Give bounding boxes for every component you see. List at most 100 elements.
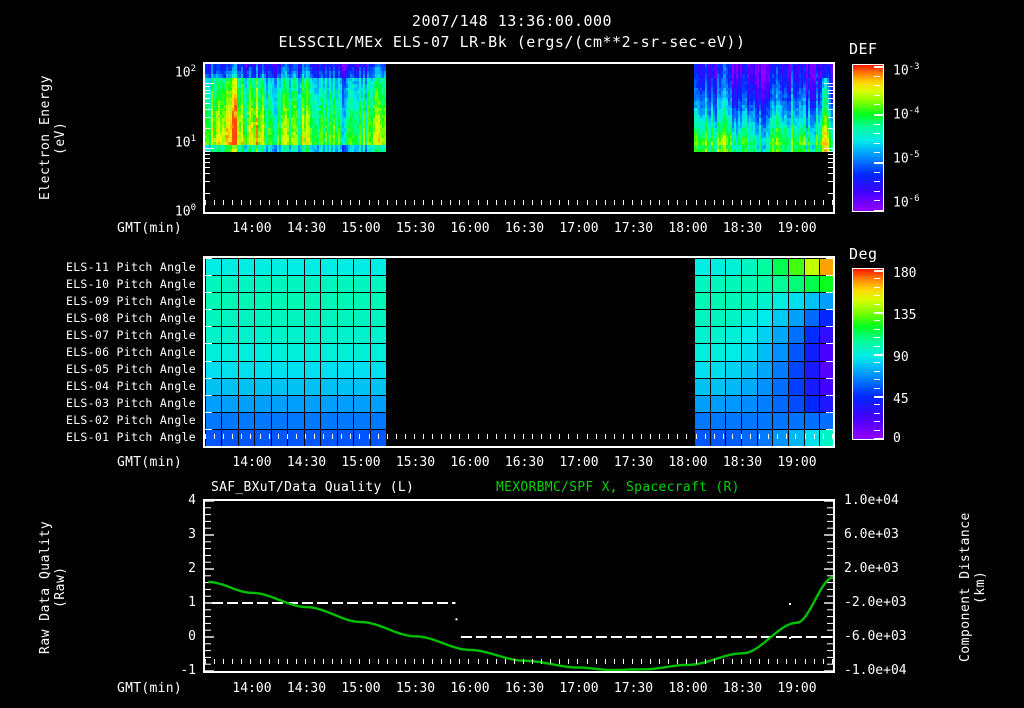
deg-label-135: 135	[893, 308, 917, 323]
pitch-angle-row-4: ELS-04 Pitch Angle	[65, 379, 196, 394]
pitch-angle-cell	[819, 292, 833, 311]
pitch-angle-cell	[756, 292, 774, 311]
pitch-angle-cell	[320, 411, 338, 430]
def-colorbar[interactable]	[852, 64, 884, 212]
pitch-angle-cell	[772, 292, 789, 311]
pitch-angle-cell	[353, 275, 371, 294]
pitch-angle-cell	[287, 360, 305, 379]
pitch-angle-cell	[772, 343, 789, 362]
pitch-angle-cell	[270, 275, 289, 294]
pitch-angle-cell	[772, 275, 789, 294]
x-tick-1730: 17:30	[613, 221, 654, 236]
pitch-angle-cell	[353, 326, 371, 345]
pitch-angle-cell	[772, 309, 789, 328]
panel3-right-tick-3: -2.0e+03	[844, 595, 907, 610]
electron-energy-spectrogram[interactable]	[203, 62, 835, 214]
pitch-angle-cell	[369, 411, 387, 430]
pitch-angle-cell	[254, 292, 272, 311]
pitch-angle-cell	[369, 394, 387, 413]
pitch-angle-cell	[336, 394, 355, 413]
pitch-angle-row-6: ELS-06 Pitch Angle	[65, 345, 196, 359]
pitch-angle-cell	[237, 258, 256, 277]
x-tick-1830: 18:30	[722, 681, 763, 696]
x-tick-1430: 14:30	[286, 221, 327, 236]
pitch-angle-cell	[303, 326, 322, 345]
panel1-ytick-10: 101	[174, 134, 196, 151]
pitch-angle-cell	[803, 428, 821, 446]
spacecraft-distance-trace	[205, 501, 833, 671]
panel3-left-tick-3: 3	[188, 527, 196, 542]
pitch-angle-cell	[303, 360, 322, 379]
pitch-angle-cell	[741, 326, 758, 345]
pitch-angle-cell	[287, 326, 305, 345]
pitch-angle-cell	[369, 258, 387, 277]
pitch-angle-cell	[803, 275, 821, 294]
pitch-angle-cell	[788, 326, 805, 345]
panel3-left-tick-0: 0	[188, 629, 196, 644]
x-tick-1730: 17:30	[613, 455, 654, 470]
x-tick-1600: 16:00	[450, 455, 490, 470]
x-tick-1430: 14:30	[286, 681, 327, 696]
pitch-angle-cell	[336, 275, 355, 294]
pitch-angle-cell	[237, 411, 256, 430]
pitch-angle-cell	[725, 343, 742, 362]
pitch-angle-cell	[254, 377, 272, 396]
pitch-angle-cell	[772, 377, 789, 396]
pitch-angle-cell	[694, 394, 711, 413]
pitch-angle-cell	[336, 377, 355, 396]
pitch-angle-cell	[336, 326, 355, 345]
pitch-angle-cell	[237, 377, 256, 396]
pitch-angle-cell	[803, 326, 821, 345]
pitch-angle-cell	[725, 394, 742, 413]
pitch-angle-cell	[741, 394, 758, 413]
pitch-angle-cell	[741, 411, 758, 430]
x-tick-1800: 18:00	[668, 681, 708, 696]
pitch-angle-cell	[270, 258, 289, 277]
pitch-angle-cell	[254, 343, 272, 362]
pitch-angle-cell	[320, 343, 338, 362]
pitch-angle-cell	[254, 326, 272, 345]
panel3-x-axis-label: GMT(min)	[117, 681, 183, 696]
pitch-angle-cell	[303, 275, 322, 294]
def-label-1e-3: 10-3	[893, 62, 920, 79]
pitch-angle-cell	[741, 360, 758, 379]
pitch-angle-cell	[353, 377, 371, 396]
pitch-angle-cell	[756, 394, 774, 413]
pitch-angle-cell	[353, 394, 371, 413]
pitch-angle-cell	[709, 309, 727, 328]
data-quality-distance-plot[interactable]	[203, 499, 835, 673]
panel3-subtitle-left: SAF_BXuT/Data Quality (L)	[211, 480, 415, 495]
pitch-angle-cell	[369, 377, 387, 396]
pitch-angle-cell	[205, 394, 223, 413]
x-tick-1500: 15:00	[341, 455, 381, 470]
pitch-angle-cell	[819, 394, 833, 413]
pitch-angle-cell	[320, 360, 338, 379]
pitch-angle-cell	[287, 343, 305, 362]
pitch-angle-cell	[254, 394, 272, 413]
x-tick-1530: 15:30	[395, 221, 436, 236]
pitch-angle-cell	[725, 258, 742, 277]
pitch-angle-cell	[788, 309, 805, 328]
pitch-angle-cell	[756, 258, 774, 277]
pitch-angle-cell	[336, 360, 355, 379]
pitch-angle-cell	[287, 377, 305, 396]
pitch-angle-cell	[756, 309, 774, 328]
pitch-angle-cell	[336, 343, 355, 362]
pitch-angle-cell	[803, 292, 821, 311]
deg-label-90: 90	[893, 350, 909, 365]
x-tick-1400: 14:00	[232, 681, 272, 696]
panel1-x-axis-label: GMT(min)	[117, 221, 183, 236]
x-tick-1630: 16:30	[504, 221, 545, 236]
panel3-right-tick-1: 6.0e+03	[844, 527, 899, 542]
pitch-angle-panel[interactable]	[203, 256, 835, 448]
pitch-angle-row-7: ELS-07 Pitch Angle	[65, 327, 196, 342]
pitch-angle-cell	[772, 326, 789, 345]
pitch-angle-cell	[205, 309, 223, 328]
pitch-angle-cell	[353, 258, 371, 277]
x-tick-1700: 17:00	[559, 221, 599, 236]
pitch-angle-cell	[694, 343, 711, 362]
pitch-angle-cell	[287, 394, 305, 413]
pitch-angle-cell	[741, 258, 758, 277]
pitch-angle-cell	[221, 377, 239, 396]
panel3-left-tick-2: 2	[188, 561, 196, 576]
